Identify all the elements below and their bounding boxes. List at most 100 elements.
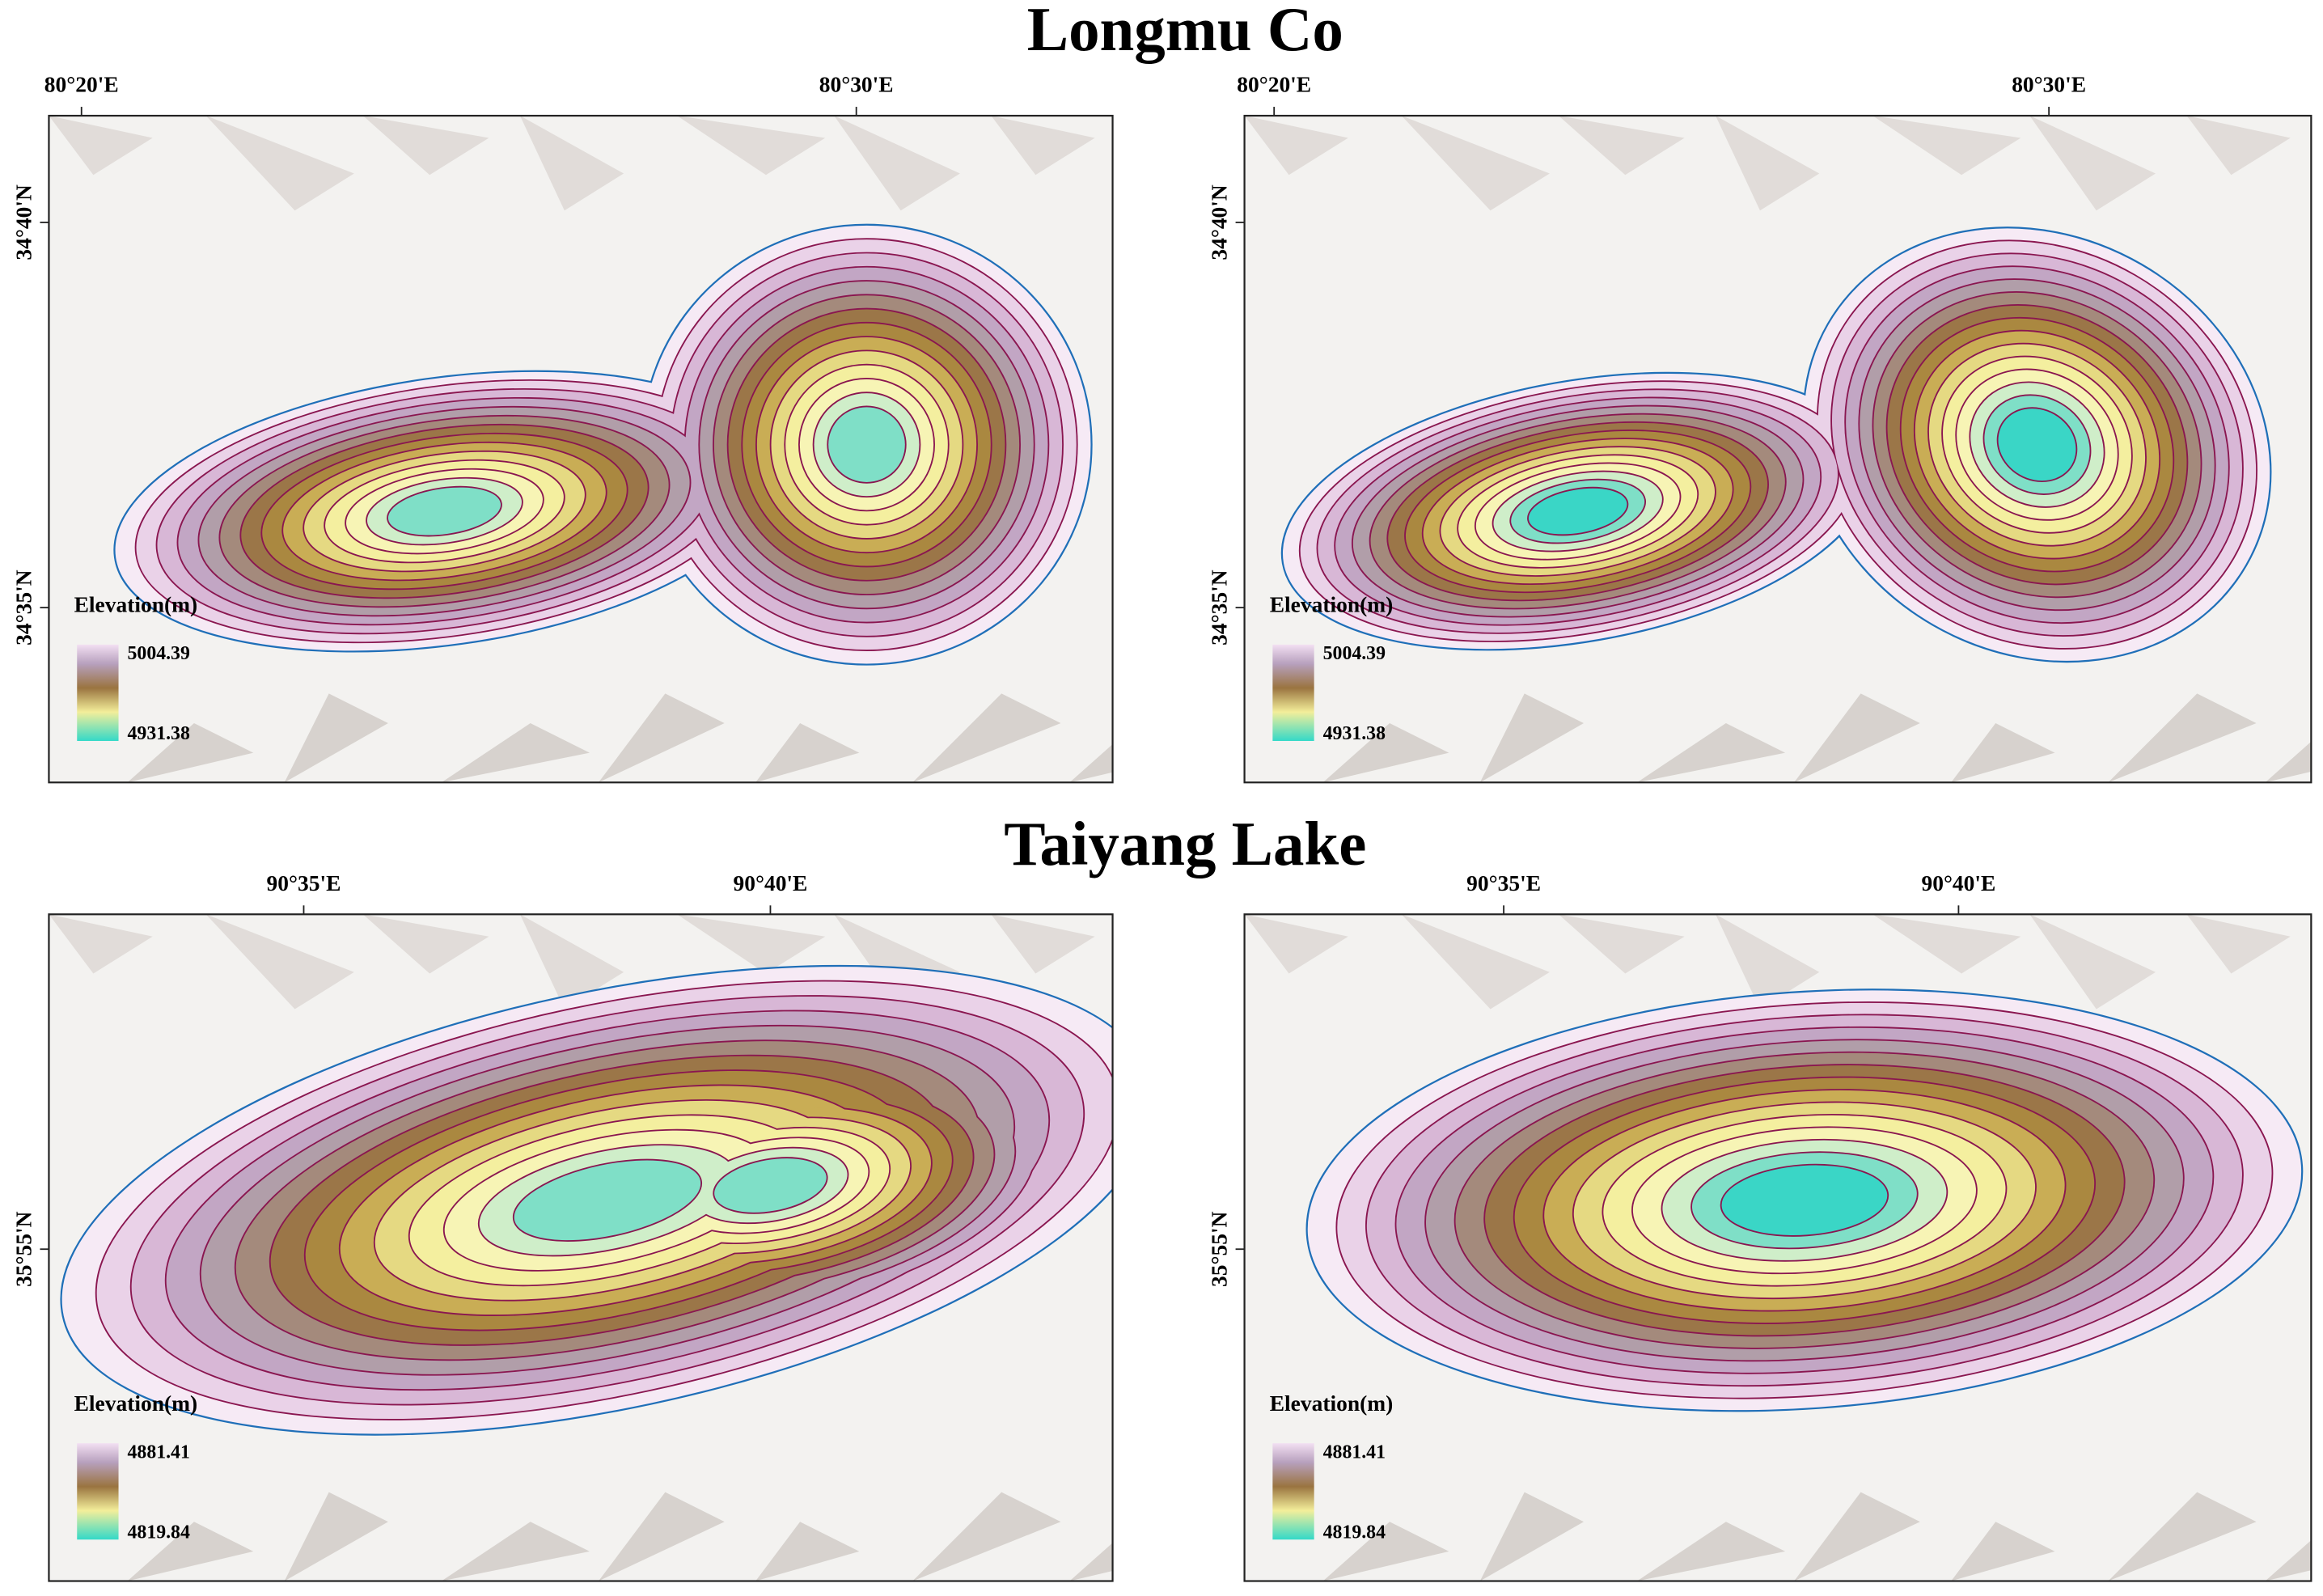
map-frame bbox=[48, 114, 1114, 784]
elevation-band bbox=[1528, 488, 1627, 535]
hillshade bbox=[441, 1522, 590, 1581]
hillshade bbox=[1636, 723, 1786, 783]
lake bbox=[1280, 226, 2272, 663]
legend-min: 4931.38 bbox=[128, 723, 190, 744]
hillshade bbox=[912, 693, 1061, 783]
elevation-band bbox=[1998, 409, 2076, 481]
hillshade bbox=[1069, 744, 1113, 783]
x-tick-label: 90°40'E bbox=[734, 871, 808, 895]
y-tick-label: 34°40'N bbox=[1208, 184, 1232, 260]
hillshade bbox=[127, 1522, 254, 1581]
hillshade bbox=[1322, 723, 1449, 783]
hillshade bbox=[1558, 914, 1685, 974]
map-frame bbox=[48, 913, 1114, 1582]
elevation-band bbox=[1770, 1173, 1875, 1213]
legend-color-bar bbox=[1272, 644, 1314, 741]
map-panel: 80°20'E 80°30'E 34°40'N 34°35'N Elevation(m)… bbox=[11, 73, 1114, 784]
hillshade bbox=[2108, 693, 2257, 783]
elevation-band bbox=[828, 407, 905, 482]
hillshade bbox=[284, 1492, 388, 1581]
hillshade bbox=[912, 1492, 1061, 1581]
x-tick-label: 80°20'E bbox=[1237, 73, 1311, 97]
legend-min: 4931.38 bbox=[1323, 723, 1386, 744]
hillshade bbox=[1558, 116, 1685, 176]
hillshade bbox=[1479, 693, 1585, 783]
hillshade bbox=[1244, 914, 1348, 974]
hillshade bbox=[991, 914, 1095, 974]
map-panel: 90°35'E 90°40'E 35°55'N Elevation(m) 4881.41… bbox=[1208, 871, 2312, 1582]
hillshade bbox=[1069, 1543, 1113, 1581]
hillshade bbox=[598, 693, 725, 783]
hillshade bbox=[2029, 914, 2156, 1010]
legend-color-bar bbox=[77, 644, 119, 741]
hillshade bbox=[1794, 1492, 1920, 1581]
hillshade bbox=[2029, 116, 2156, 211]
contour-line bbox=[1941, 355, 2133, 534]
map-body bbox=[1244, 116, 2312, 783]
lake bbox=[60, 964, 1113, 1436]
hillshade bbox=[205, 914, 354, 1010]
title: Taiyang Lake bbox=[1004, 809, 1366, 878]
legend-title: Elevation(m) bbox=[74, 1391, 198, 1416]
legend-max: 5004.39 bbox=[128, 643, 190, 664]
hillshade bbox=[519, 914, 624, 1010]
map-frame bbox=[1243, 114, 2312, 784]
elevation-band bbox=[714, 1158, 827, 1213]
legend-max: 4881.41 bbox=[1323, 1441, 1386, 1463]
hillshade bbox=[1401, 914, 1550, 1010]
map-panel: 80°20'E 80°30'E 34°40'N 34°35'N Elevation(m)… bbox=[1208, 73, 2312, 784]
hillshade bbox=[127, 723, 254, 783]
x-tick-label: 90°40'E bbox=[1921, 871, 1995, 895]
hillshade bbox=[1872, 914, 2021, 974]
hillshade bbox=[1951, 1522, 2055, 1581]
title: Longmu Co bbox=[1027, 0, 1343, 64]
x-tick-label: 80°30'E bbox=[2012, 73, 2086, 97]
hillshade bbox=[598, 1492, 725, 1581]
hillshade bbox=[2186, 914, 2291, 974]
hillshade bbox=[1322, 1522, 1449, 1581]
hillshade bbox=[1872, 116, 2021, 176]
hillshade bbox=[755, 723, 860, 783]
y-tick-label: 34°40'N bbox=[11, 184, 36, 260]
hillshade bbox=[1716, 116, 1820, 211]
contour-line bbox=[239, 423, 650, 599]
hillshade bbox=[2186, 116, 2291, 176]
hillshade bbox=[1244, 116, 1348, 176]
map-body bbox=[49, 914, 1113, 1581]
x-tick-label: 80°30'E bbox=[819, 73, 894, 97]
lake bbox=[1305, 989, 2304, 1412]
hillshade bbox=[2265, 741, 2312, 783]
hillshade bbox=[441, 723, 590, 783]
map-frame bbox=[1243, 913, 2312, 1582]
elevation-band bbox=[514, 1160, 701, 1241]
y-tick-label: 34°35'N bbox=[11, 569, 36, 646]
hillshade bbox=[834, 116, 960, 211]
hillshade bbox=[519, 116, 624, 211]
legend-max: 4881.41 bbox=[128, 1441, 190, 1463]
map-body bbox=[49, 116, 1113, 783]
legend-min: 4819.84 bbox=[1323, 1522, 1386, 1543]
contour-line bbox=[1386, 421, 1769, 602]
legend-title: Elevation(m) bbox=[74, 593, 198, 617]
hillshade bbox=[284, 693, 388, 783]
hillshade bbox=[1716, 914, 1820, 1010]
elevation-band bbox=[387, 487, 501, 536]
legend-max: 5004.39 bbox=[1323, 643, 1386, 664]
x-tick-label: 90°35'E bbox=[1466, 871, 1541, 895]
hillshade bbox=[991, 116, 1095, 176]
x-tick-label: 80°20'E bbox=[44, 73, 119, 97]
hillshade bbox=[362, 914, 489, 974]
hillshade bbox=[1951, 723, 2055, 783]
hillshade bbox=[755, 1522, 860, 1581]
hillshade bbox=[1479, 1492, 1585, 1581]
hillshade bbox=[1636, 1522, 1786, 1581]
hillshade bbox=[677, 914, 826, 974]
x-tick-label: 90°35'E bbox=[267, 871, 341, 895]
hillshade bbox=[1794, 693, 1920, 783]
map-panel: 90°35'E 90°40'E 35°55'N Elevation(m) 4881.41… bbox=[11, 871, 1114, 1582]
hillshade bbox=[362, 116, 489, 176]
legend-min: 4819.84 bbox=[128, 1522, 190, 1543]
hillshade bbox=[677, 116, 826, 176]
y-tick-label: 35°55'N bbox=[1208, 1211, 1232, 1287]
